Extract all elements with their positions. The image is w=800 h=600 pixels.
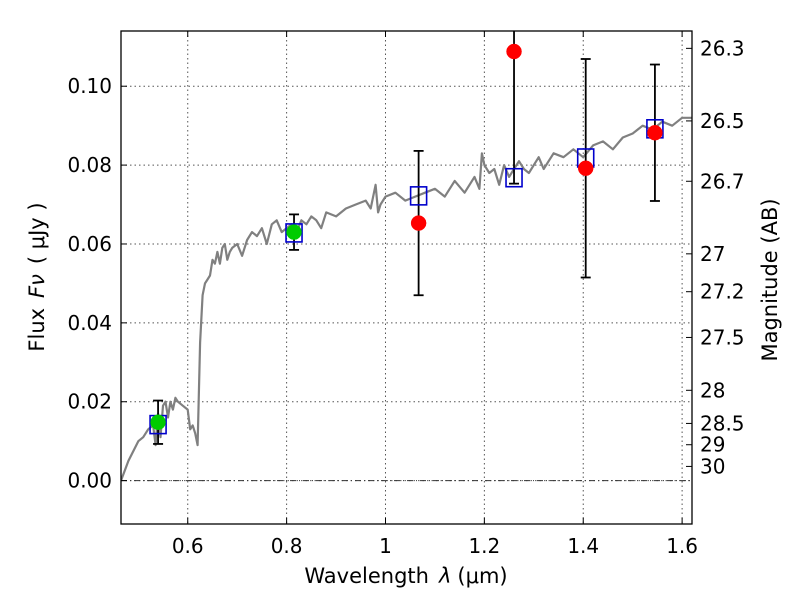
- y-tick-label: 0.08: [67, 153, 112, 177]
- y-tick-label: 0.04: [67, 311, 112, 335]
- model-square: [409, 186, 428, 206]
- y2-axis-title: Magnitude (AB): [758, 198, 782, 361]
- green-point: [286, 224, 302, 240]
- magnitude-tick-label: 27: [700, 242, 725, 266]
- x-tick-label: 1.2: [468, 534, 500, 558]
- red-point: [647, 125, 663, 141]
- x-tick-label: 0.8: [271, 534, 303, 558]
- magnitude-tick-label: 28: [700, 378, 725, 402]
- spectrum-line: [121, 116, 692, 481]
- y-tick-label: 0.02: [67, 390, 112, 414]
- x-axis-title: Wavelength λ (μm): [304, 564, 507, 588]
- red-point: [506, 43, 522, 60]
- y-axis-title: FluxFν( μJy ): [25, 202, 49, 351]
- y-tick-labels: 0.00 0.02 0.04 0.06 0.08 0.10: [67, 74, 112, 492]
- magnitude-tick-label: 26.5: [700, 109, 745, 133]
- magnitude-tick-label: 29: [700, 433, 725, 457]
- green-point: [150, 414, 166, 430]
- model-square: [505, 167, 523, 188]
- y-tick-label: 0.06: [67, 232, 112, 256]
- magnitude-tick-label: 27.2: [700, 280, 745, 304]
- magnitude-tick-label: 30: [700, 454, 725, 478]
- plot-area: [121, 31, 692, 481]
- magnitude-tick-label: 26.7: [700, 169, 745, 193]
- x-tick-label: 1.6: [666, 534, 698, 558]
- red-point: [410, 215, 427, 231]
- plot-frame: [120, 30, 693, 525]
- model-square: [285, 223, 303, 243]
- red-point: [577, 160, 594, 177]
- magnitude-tick-label: 27.5: [700, 325, 745, 349]
- x-tick-labels: 0.6 0.8 1 1.2 1.4 1.6: [172, 534, 698, 558]
- magnitude-tick-label: 26.3: [700, 36, 745, 60]
- magnitude-tick-label: 28.5: [700, 411, 745, 435]
- y-tick-label: 0.10: [67, 74, 112, 98]
- tick-marks: [121, 31, 692, 524]
- x-tick-label: 1.4: [567, 534, 599, 558]
- x-tick-label: 0.6: [172, 534, 204, 558]
- x-tick-label: 1: [379, 534, 392, 558]
- y-tick-label: 0.00: [67, 469, 112, 493]
